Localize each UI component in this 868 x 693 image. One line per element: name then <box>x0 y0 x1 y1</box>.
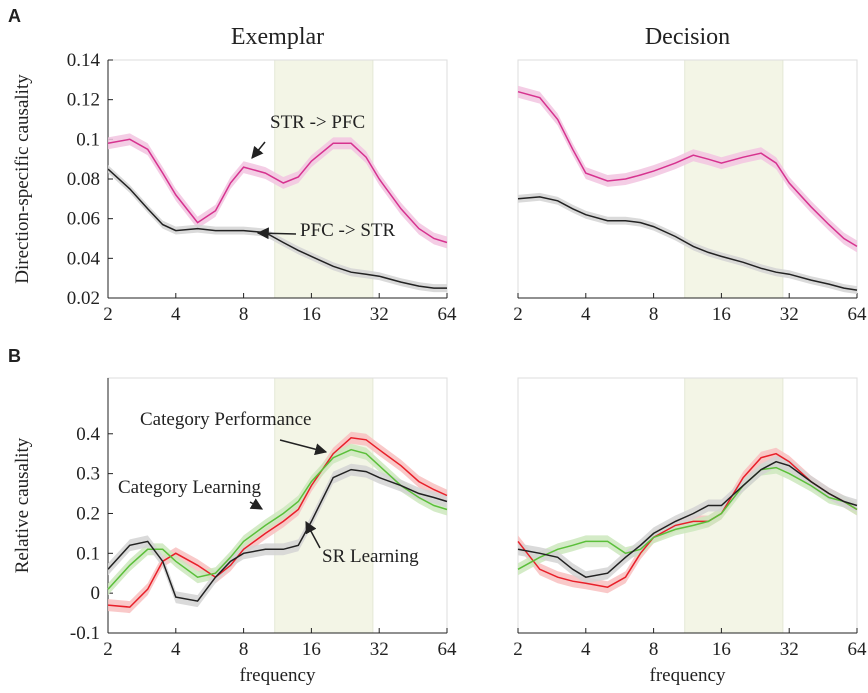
x-tick-label: 2 <box>103 639 113 660</box>
series-line <box>107 437 448 608</box>
x-tick-label: 2 <box>103 304 113 325</box>
x-tick-label: 64 <box>438 639 458 660</box>
error-band <box>518 461 857 576</box>
y-tick-label: 0.1 <box>76 129 100 150</box>
x-tick-label: 2 <box>513 304 523 325</box>
x-tick-label: 64 <box>438 304 458 325</box>
x-tick-label: 4 <box>171 639 181 660</box>
error-band <box>108 165 447 293</box>
series-line <box>517 196 858 291</box>
y-tick-label: 0.04 <box>67 248 101 269</box>
x-tick-label: 2 <box>513 639 523 660</box>
error-band <box>518 455 857 584</box>
y-tick-label: -0.1 <box>70 623 100 644</box>
series-line <box>107 168 447 289</box>
series-line <box>107 468 448 602</box>
x-tick-label: 8 <box>239 304 249 325</box>
y-tick-label: 0.08 <box>67 169 100 190</box>
y-tick-label: 0.1 <box>76 543 100 564</box>
x-tick-label: 16 <box>712 639 731 660</box>
panel-label: A <box>8 6 21 26</box>
x-tick-label: 8 <box>239 639 249 660</box>
annotation: Category Learning <box>118 477 261 498</box>
panel-title: Decision <box>645 24 730 50</box>
x-tick-label: 64 <box>848 304 868 325</box>
annotation-arrow <box>279 439 328 456</box>
y-tick-label: 0.06 <box>67 209 100 230</box>
error-band <box>108 443 447 596</box>
annotation-arrow <box>249 498 264 510</box>
x-axis-label: frequency <box>650 665 726 686</box>
x-tick-label: 16 <box>302 304 321 325</box>
x-tick-label: 32 <box>370 639 389 660</box>
y-tick-label: 0.4 <box>76 424 100 445</box>
x-tick-label: 64 <box>848 639 868 660</box>
panel-label: B <box>8 346 21 366</box>
annotation: STR -> PFC <box>270 112 365 133</box>
annotation: Category Performance <box>140 409 311 430</box>
y-axis-label: Relative causality <box>12 437 33 573</box>
y-tick-label: 0.3 <box>76 464 100 485</box>
series-line <box>517 90 858 248</box>
x-tick-label: 32 <box>370 304 389 325</box>
x-tick-label: 32 <box>780 639 799 660</box>
y-tick-label: 0.2 <box>76 503 100 524</box>
x-tick-label: 4 <box>171 304 181 325</box>
x-tick-label: 4 <box>581 304 591 325</box>
x-tick-label: 8 <box>649 639 659 660</box>
y-tick-label: 0.02 <box>67 288 100 309</box>
series-line <box>107 448 448 590</box>
y-tick-label: 0 <box>91 583 101 604</box>
series-line <box>517 452 858 588</box>
annotation-arrow <box>251 141 266 159</box>
x-tick-label: 4 <box>581 639 591 660</box>
y-axis-label: Direction-specific causality <box>12 74 33 284</box>
annotation-arrow <box>305 520 321 549</box>
y-tick-label: 0.14 <box>67 50 101 71</box>
annotation-arrow <box>256 227 297 240</box>
series-line <box>107 138 448 244</box>
error-band <box>108 133 447 249</box>
y-tick-label: 0.12 <box>67 90 100 111</box>
annotation: PFC -> STR <box>300 220 396 241</box>
x-tick-label: 16 <box>302 639 321 660</box>
x-axis-label: frequency <box>240 665 316 686</box>
series-line <box>517 460 858 578</box>
annotation: SR Learning <box>322 546 419 567</box>
error-band <box>518 85 857 253</box>
panel-title: Exemplar <box>231 24 324 50</box>
x-tick-label: 16 <box>712 304 731 325</box>
x-tick-label: 32 <box>780 304 799 325</box>
series-line <box>517 466 858 570</box>
x-tick-label: 8 <box>649 304 659 325</box>
